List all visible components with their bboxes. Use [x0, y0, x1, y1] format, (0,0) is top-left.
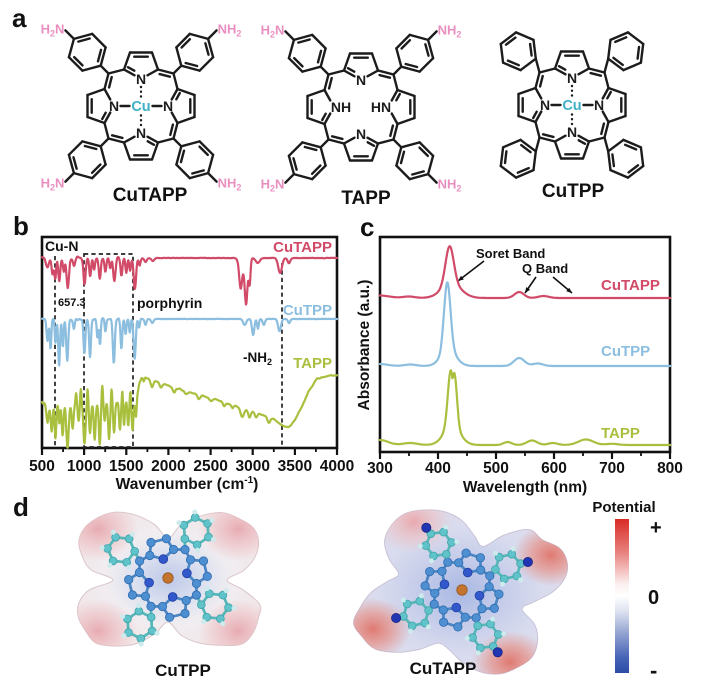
svg-text:Wavelength (nm): Wavelength (nm)	[463, 479, 587, 496]
svg-text:NH: NH	[331, 99, 351, 115]
svg-text:500: 500	[29, 458, 55, 475]
svg-text:Cu: Cu	[131, 99, 150, 115]
svg-text:CuTAPP: CuTAPP	[273, 239, 332, 256]
svg-text:2500: 2500	[193, 458, 227, 475]
svg-text:Q Band: Q Band	[522, 261, 568, 276]
svg-text:TAPP: TAPP	[341, 188, 391, 209]
svg-text:500: 500	[483, 460, 509, 477]
svg-text:3000: 3000	[235, 458, 269, 475]
svg-text:TAPP: TAPP	[601, 425, 640, 442]
svg-text:657.3: 657.3	[58, 297, 86, 309]
svg-text:800: 800	[657, 460, 683, 477]
svg-text:Absorbance (a.u.): Absorbance (a.u.)	[356, 280, 373, 411]
svg-text:3500: 3500	[278, 458, 312, 475]
svg-text:N: N	[540, 97, 550, 113]
svg-text:700: 700	[599, 460, 625, 477]
svg-text:d: d	[13, 492, 29, 522]
svg-text:N: N	[356, 126, 366, 142]
svg-text:c: c	[360, 212, 374, 242]
svg-text:1500: 1500	[109, 458, 143, 475]
svg-text:CuTAPP: CuTAPP	[410, 659, 477, 678]
svg-text:CuTPP: CuTPP	[155, 661, 211, 680]
svg-text:400: 400	[425, 460, 451, 477]
svg-text:HN: HN	[371, 99, 391, 115]
svg-text:Cu: Cu	[562, 98, 581, 114]
svg-text:N: N	[594, 97, 604, 113]
svg-text:300: 300	[367, 460, 393, 477]
svg-text:Wavenumber (cm-1): Wavenumber (cm-1)	[116, 475, 259, 493]
svg-text:CuTAPP: CuTAPP	[601, 277, 660, 294]
svg-text:Soret Band: Soret Band	[476, 246, 545, 261]
svg-text:+: +	[650, 517, 662, 539]
svg-text:porphyrin: porphyrin	[137, 295, 202, 311]
svg-text:N: N	[109, 98, 119, 114]
svg-text:N: N	[136, 71, 146, 87]
svg-text:N: N	[136, 125, 146, 141]
svg-text:N: N	[163, 98, 173, 114]
svg-text:TAPP: TAPP	[293, 355, 332, 372]
svg-text:N: N	[356, 72, 366, 88]
svg-text:4000: 4000	[320, 458, 354, 475]
svg-text:1000: 1000	[67, 458, 101, 475]
svg-text:b: b	[13, 211, 29, 241]
svg-text:600: 600	[541, 460, 567, 477]
svg-text:N: N	[567, 124, 577, 140]
svg-text:a: a	[12, 3, 27, 33]
svg-text:CuTPP: CuTPP	[283, 302, 332, 319]
svg-text:0: 0	[648, 587, 659, 609]
svg-text:Cu-N: Cu-N	[45, 238, 78, 254]
svg-text:Potential: Potential	[592, 499, 655, 516]
svg-text:CuTPP: CuTPP	[542, 181, 605, 202]
svg-text:2000: 2000	[151, 458, 185, 475]
svg-text:-: -	[650, 658, 657, 683]
svg-text:N: N	[567, 70, 577, 86]
svg-text:CuTAPP: CuTAPP	[113, 185, 188, 206]
svg-text:CuTPP: CuTPP	[601, 343, 650, 360]
